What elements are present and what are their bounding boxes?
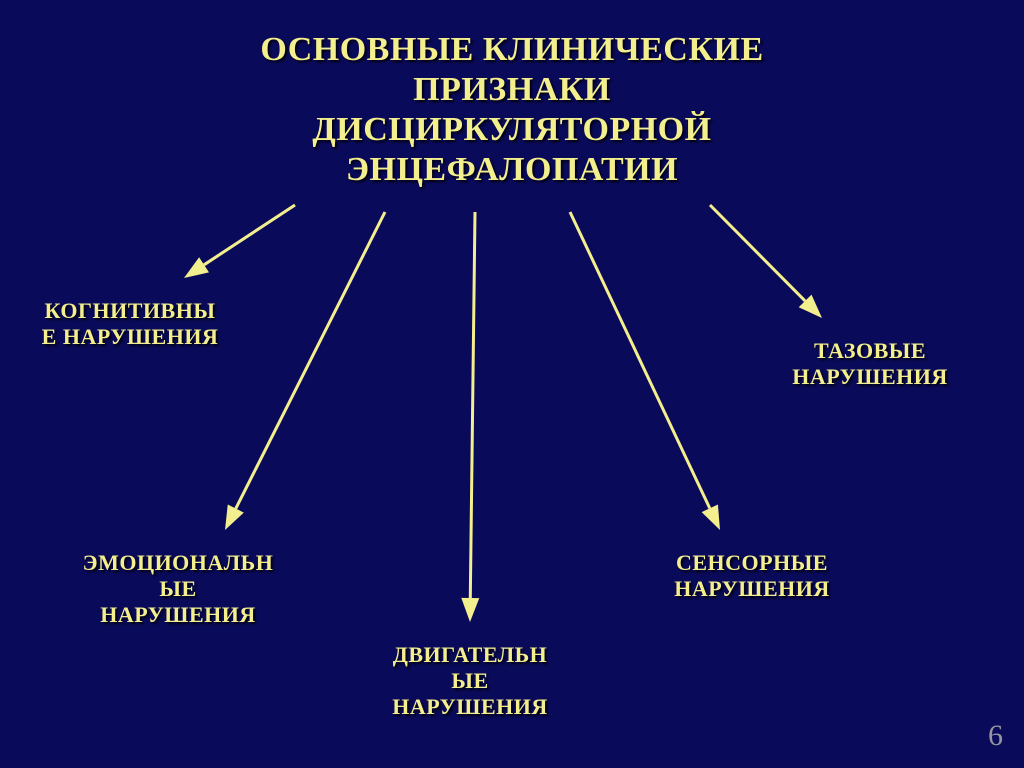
page-number: 6 xyxy=(988,718,1004,753)
item-1: ТАЗОВЫЕ НАРУШЕНИЯ xyxy=(750,338,990,390)
arrow-line-2 xyxy=(470,212,475,598)
arrow-head-3 xyxy=(702,504,720,530)
arrow-head-2 xyxy=(461,598,479,622)
arrow-line-1 xyxy=(236,212,385,509)
arrow-line-0 xyxy=(204,205,295,265)
item-4: ДВИГАТЕЛЬН ЫЕ НАРУШЕНИЯ xyxy=(345,642,595,720)
item-2: ЭМОЦИОНАЛЬН ЫЕ НАРУШЕНИЯ xyxy=(53,550,303,628)
item-3: СЕНСОРНЫЕ НАРУШЕНИЯ xyxy=(627,550,877,602)
arrow-line-4 xyxy=(710,205,805,301)
arrow-head-1 xyxy=(225,505,244,530)
slide: ОСНОВНЫЕ КЛИНИЧЕСКИЕ ПРИЗНАКИ ДИСЦИРКУЛЯ… xyxy=(0,0,1024,768)
slide-title: ОСНОВНЫЕ КЛИНИЧЕСКИЕ ПРИЗНАКИ ДИСЦИРКУЛЯ… xyxy=(132,30,892,190)
item-0: КОГНИТИВНЫ Е НАРУШЕНИЯ xyxy=(20,298,240,350)
arrow-head-4 xyxy=(799,295,822,318)
arrow-head-0 xyxy=(184,257,209,278)
arrow-line-3 xyxy=(570,212,710,508)
